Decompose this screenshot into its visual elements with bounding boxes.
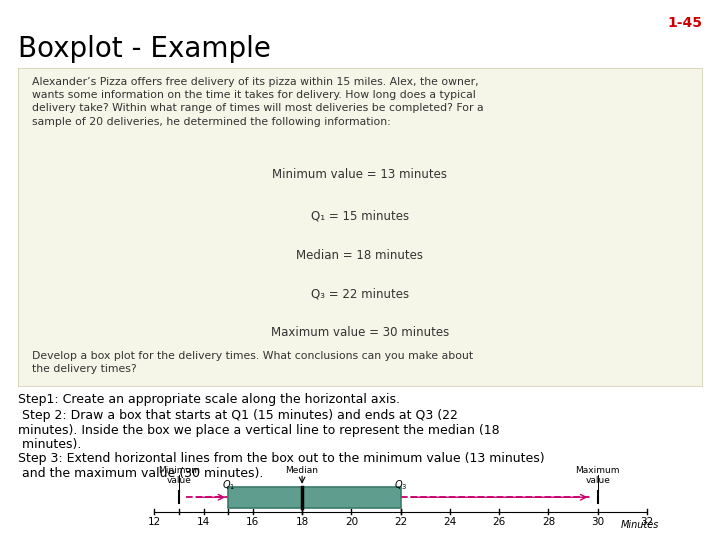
Text: Boxplot - Example: Boxplot - Example: [18, 35, 271, 63]
Text: Median: Median: [286, 465, 318, 475]
Text: 30: 30: [591, 517, 604, 527]
Text: Q₁ = 15 minutes: Q₁ = 15 minutes: [311, 210, 409, 222]
Text: $Q_3$: $Q_3$: [394, 478, 408, 492]
Text: Q₃ = 22 minutes: Q₃ = 22 minutes: [311, 287, 409, 300]
Text: 22: 22: [394, 517, 408, 527]
Text: Median = 18 minutes: Median = 18 minutes: [297, 249, 423, 262]
Text: Step 3: Extend horizontal lines from the box out to the minimum value (13 minute: Step 3: Extend horizontal lines from the…: [18, 452, 544, 465]
Text: 24: 24: [444, 517, 456, 527]
Text: Minimum value = 13 minutes: Minimum value = 13 minutes: [272, 168, 448, 181]
Text: Alexander’s Pizza offers free delivery of its pizza within 15 miles. Alex, the o: Alexander’s Pizza offers free delivery o…: [32, 77, 483, 127]
Text: Develop a box plot for the delivery times. What conclusions can you make about
t: Develop a box plot for the delivery time…: [32, 351, 473, 374]
Text: 16: 16: [246, 517, 259, 527]
Text: Maximum
value: Maximum value: [575, 465, 620, 485]
Text: Step 2: Draw a box that starts at Q1 (15 minutes) and ends at Q3 (22: Step 2: Draw a box that starts at Q1 (15…: [18, 409, 458, 422]
Text: 20: 20: [345, 517, 358, 527]
Text: 1-45: 1-45: [667, 16, 702, 30]
Bar: [228, 487, 400, 508]
Text: 28: 28: [542, 517, 555, 527]
Text: $Q_1$: $Q_1$: [222, 478, 235, 492]
Text: minutes).: minutes).: [18, 438, 81, 451]
Text: 12: 12: [148, 517, 161, 527]
Text: and the maximum value (30 minutes).: and the maximum value (30 minutes).: [18, 467, 264, 480]
Text: 18: 18: [295, 517, 309, 527]
Text: 26: 26: [492, 517, 506, 527]
Text: 14: 14: [197, 517, 210, 527]
Text: Minimum
value: Minimum value: [158, 465, 200, 485]
Text: Step1: Create an appropriate scale along the horizontal axis.: Step1: Create an appropriate scale along…: [18, 393, 400, 406]
Text: Maximum value = 30 minutes: Maximum value = 30 minutes: [271, 326, 449, 339]
Text: Minutes: Minutes: [621, 520, 660, 530]
Text: 32: 32: [640, 517, 654, 527]
Text: minutes). Inside the box we place a vertical line to represent the median (18: minutes). Inside the box we place a vert…: [18, 424, 500, 437]
